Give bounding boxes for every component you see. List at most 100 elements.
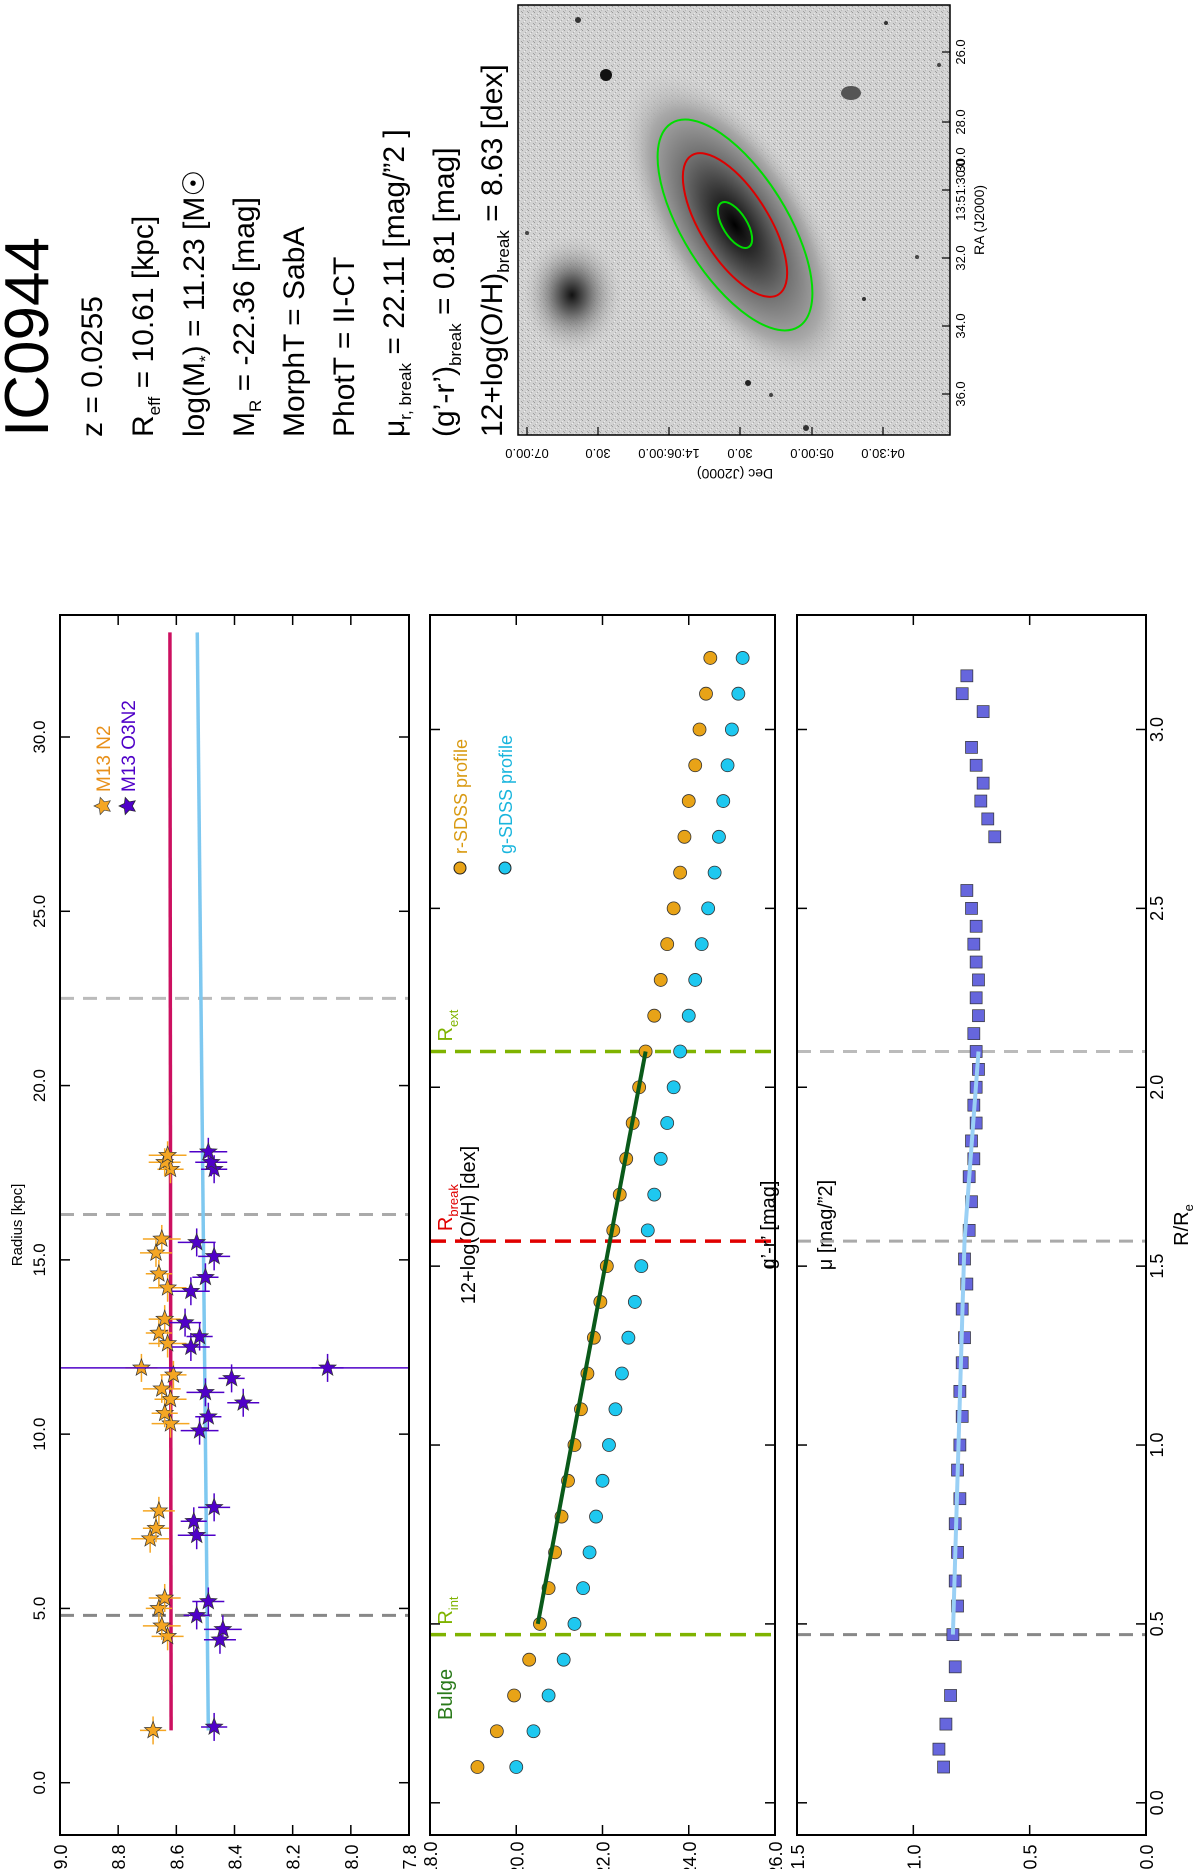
companion-galaxy	[520, 233, 624, 357]
radius-tick-label: 20.0	[30, 1069, 49, 1102]
n2-point	[155, 1309, 175, 1328]
target-galaxy	[620, 70, 850, 380]
g-sdss-point	[720, 758, 735, 773]
r-sdss-point	[489, 1724, 504, 1739]
color-radius-tick-label: 2.0	[1147, 1075, 1167, 1100]
g-sdss-point	[681, 1008, 696, 1023]
background-galaxy	[841, 86, 861, 100]
o3n2-point	[187, 1525, 207, 1544]
break-color: (g’-r’)break = 0.81 [mag]	[428, 147, 465, 437]
color-tick-label: 1.0	[904, 1844, 924, 1869]
g-sdss-point	[724, 722, 739, 737]
o3n2-point	[204, 1716, 224, 1736]
o3n2-point	[184, 1511, 204, 1530]
o3n2-point	[213, 1619, 233, 1638]
o3n2-point	[198, 1141, 218, 1160]
svg-text:Reff = 10.61 [kpc]: Reff = 10.61 [kpc]	[127, 216, 164, 437]
r-sdss-point	[681, 794, 696, 808]
metallicity-tick-label: 7.8	[400, 1844, 420, 1869]
n2-point	[158, 1277, 178, 1296]
o3n2-point	[195, 1267, 215, 1286]
sb-axis-label: μ [mag/”2]	[815, 1180, 837, 1270]
o3n2-point	[190, 1326, 210, 1345]
foreground-star	[525, 231, 529, 235]
color-fit-line	[950, 1051, 981, 1635]
legend-n2-label: M13 N2	[94, 725, 115, 792]
color-tick-label: 0.0	[1137, 1844, 1157, 1869]
g-sdss-point	[627, 1295, 642, 1309]
metallicity-panel: 0.0 5.0 10.0 15.0 20.0 25.0 30.0 9.0 8.8 8.6 8.4 8.…	[9, 614, 480, 1869]
ra-tick-label: 32.0	[953, 245, 968, 270]
r-sdss-point	[688, 758, 703, 773]
color-point	[955, 687, 969, 701]
sb-tick-label: 26.0	[766, 1841, 786, 1869]
color-point	[939, 1717, 953, 1731]
n2-point	[163, 1364, 183, 1384]
metallicity-tick-label: 8.8	[109, 1844, 129, 1869]
g-sdss-point	[716, 794, 731, 808]
color-point	[969, 1045, 983, 1058]
g-sdss-point	[576, 1581, 590, 1596]
metallicity-tick-label: 8.4	[226, 1844, 246, 1869]
o3n2-point	[201, 1152, 221, 1171]
sb-tick-label: 22.0	[594, 1841, 614, 1869]
foreground-star	[915, 255, 919, 259]
g-sdss-point	[556, 1652, 571, 1667]
foreground-star	[803, 425, 809, 431]
r-sdss-point	[647, 1008, 662, 1023]
o3n2-point	[175, 1312, 195, 1331]
o3n2-point	[187, 1605, 207, 1624]
g-sdss-point	[735, 651, 750, 665]
morphology-type: MorphT = SabA	[278, 227, 311, 437]
color-tick-label: 1.5	[788, 1844, 808, 1869]
color-point	[969, 991, 983, 1005]
foreground-star	[600, 69, 612, 81]
color-point	[974, 794, 988, 808]
radius-tick-label: 25.0	[30, 895, 49, 928]
break-metallicity: 12+log(O/H)break = 8.63 [dex]	[476, 64, 513, 437]
color-point	[976, 705, 990, 718]
color-point	[972, 973, 985, 987]
foreground-star	[769, 393, 773, 397]
n2-point	[152, 1378, 172, 1397]
n2-point	[155, 1587, 175, 1607]
svg-text:Rext: Rext	[435, 1009, 461, 1041]
dec-tick-label: 30.0	[727, 446, 752, 461]
n2-point	[143, 1720, 163, 1739]
galaxy-name: IC0944	[0, 237, 62, 437]
absolute-magnitude: MR = -22.36 [mag]	[228, 197, 265, 437]
ra-axis-label: RA (J2000)	[971, 185, 987, 255]
g-sdss-point	[673, 1044, 688, 1059]
svg-text:Rint: Rint	[435, 1596, 461, 1625]
n2-point	[152, 1615, 172, 1634]
g-sdss-point	[688, 973, 703, 987]
o3n2-point	[181, 1281, 201, 1300]
color-point	[960, 884, 974, 897]
r-sdss-point	[703, 651, 718, 665]
bulge-label: Bulge	[435, 1669, 457, 1720]
g-sdss-point	[701, 901, 716, 916]
sb-profile-points	[470, 651, 750, 1774]
radius-axis-title: Radius [kpc]	[9, 1184, 26, 1267]
break-surface-brightness: μr, break = 22.11 [mag/”2 ]	[378, 129, 415, 437]
metallicity-tick-label: 8.2	[284, 1844, 304, 1869]
dec-tick-label: 07:00.0	[505, 446, 548, 461]
color-point	[969, 919, 983, 933]
legend-n2-star-icon	[93, 796, 111, 816]
r-sdss-point	[660, 937, 675, 952]
color-radius-tick-label: 1.0	[1147, 1433, 1167, 1458]
photometric-type: PhotT = II-CT	[328, 257, 361, 437]
ra-tick-label: 36.0	[953, 381, 968, 406]
galaxy-image-panel: 26.0 28.0 13:51:30.0 32.0 34.0 36.0 30.0 07:00.…	[505, 4, 987, 482]
color-point	[948, 1660, 962, 1674]
break-ellipse	[681, 152, 789, 298]
g-sdss-point	[602, 1438, 616, 1452]
color-panel: 0.0 0.5 1.0 1.5 2.0 2.5 3.0 1.5 1.0 0.5 0.0 R/Re g…	[758, 614, 1196, 1869]
g-sdss-point	[509, 1760, 524, 1774]
color-point	[967, 1027, 981, 1040]
color-point	[960, 669, 974, 683]
metallicity-points	[60, 1137, 409, 1745]
color-frame	[796, 614, 1147, 1836]
o3n2-point	[222, 1368, 242, 1387]
dec-tick-label: 05:00.0	[790, 446, 833, 461]
